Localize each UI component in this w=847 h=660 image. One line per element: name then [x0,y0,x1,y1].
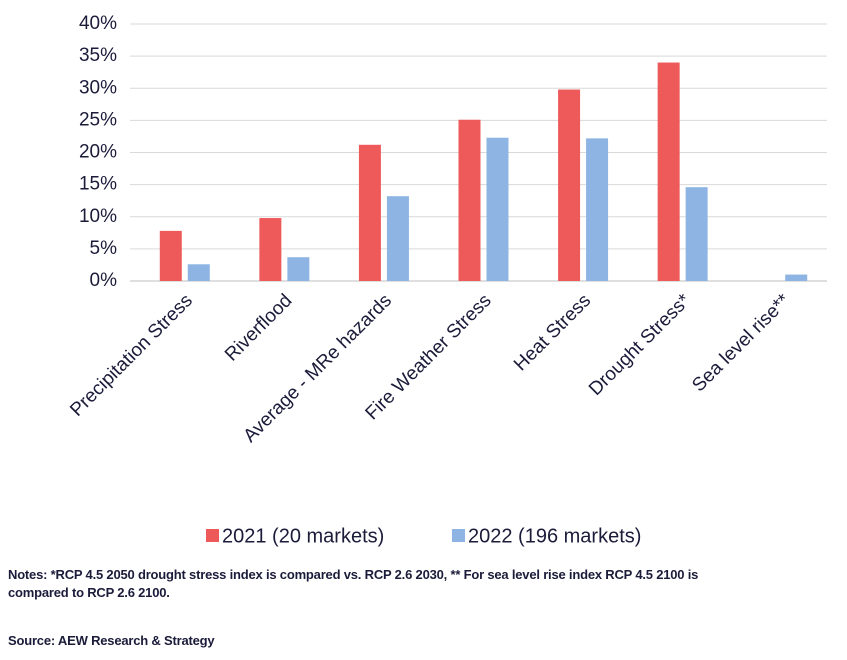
y-tick-label: 15% [79,174,117,195]
x-tick-label: Riverflood [221,290,296,365]
legend-label: 2021 (20 markets) [222,525,384,547]
y-tick-label: 35% [79,45,117,66]
bar [287,257,310,281]
y-tick-label: 20% [79,142,117,163]
bar [187,264,210,281]
legend-swatch [452,529,465,542]
bar [785,274,808,281]
y-tick-label: 10% [79,206,117,227]
bar [486,137,509,281]
bar [458,119,481,281]
bar [159,230,182,281]
notes: Notes: *RCP 4.5 2050 drought stress inde… [8,567,699,600]
bar [358,144,381,281]
bar [657,62,680,281]
y-tick-label: 25% [79,109,117,130]
x-tick-label: Precipitation Stress [66,290,197,421]
source: Source: AEW Research & Strategy [8,633,215,648]
bar [558,89,581,281]
x-tick-label: Heat Stress [510,290,595,375]
x-tick-label: Drought Stress* [585,290,695,400]
x-tick-label: Sea level rise** [688,290,794,396]
y-tick-label: 0% [90,270,118,291]
chart: 0% 5% 10% 15% 20% 25% 30% 35% 40% Precipitation S… [66,13,827,547]
bar [259,218,282,281]
y-tick-label: 5% [90,238,118,259]
y-tick-label: 30% [79,77,117,98]
legend-swatch [206,529,219,542]
y-tick-label: 40% [79,13,117,34]
bar [586,138,609,281]
bar [386,196,409,281]
legend-label: 2022 (196 markets) [468,525,641,547]
bar [685,187,708,281]
